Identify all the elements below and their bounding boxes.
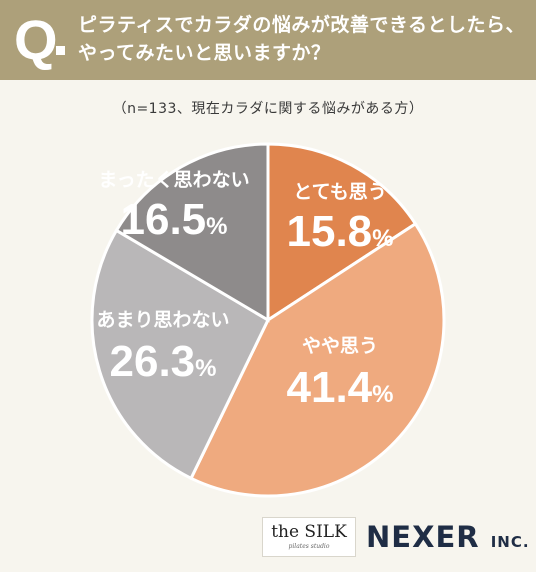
slice-value-3: 16.5% <box>121 195 228 244</box>
slice-value-2: 26.3% <box>110 337 217 386</box>
slice-value-0: 15.8% <box>287 207 394 256</box>
sample-note: （n=133、現在カラダに関する悩みがある方） <box>112 101 424 117</box>
slice-value-number-2: 26.3 <box>110 337 196 386</box>
the-silk-logo-name: the SILK <box>271 522 347 542</box>
question-line-2: やってみたいと思いますか？ <box>78 42 331 64</box>
slice-value-unit-3: % <box>206 213 227 240</box>
q-mark: Q <box>14 8 58 71</box>
slice-value-number-0: 15.8 <box>287 207 373 256</box>
slice-value-number-1: 41.4 <box>287 363 373 412</box>
slice-label-0: とても思う <box>293 181 386 203</box>
logos: the SILK pilates studio NEXER INC. <box>262 517 536 557</box>
nexer-logo-name: NEXER <box>366 520 480 554</box>
question-text: ピラティスでカラダの悩みが改善できるとしたら、 やってみたいと思いますか？ <box>78 11 528 67</box>
nexer-logo: NEXER INC. <box>366 519 530 560</box>
pie-slice-3 <box>114 142 270 323</box>
question-line-1: ピラティスでカラダの悩みが改善できるとしたら、 <box>78 14 525 36</box>
slice-label-2: あまり思わない <box>96 309 229 331</box>
question-header: Q ピラティスでカラダの悩みが改善できるとしたら、 やってみたいと思いますか？ <box>0 0 536 80</box>
slice-value-number-3: 16.5 <box>121 195 207 244</box>
slice-value-1: 41.4% <box>287 363 394 412</box>
the-silk-logo: the SILK pilates studio <box>262 517 356 557</box>
the-silk-logo-tagline: pilates studio <box>288 543 330 550</box>
pie-slice-0 <box>266 142 418 323</box>
slice-value-unit-0: % <box>372 225 393 252</box>
q-mark-dot <box>56 46 65 55</box>
nexer-logo-suffix: INC. <box>490 533 530 551</box>
slice-label-1: やや思う <box>302 335 378 357</box>
slice-label-3: まったく思わない <box>98 169 249 191</box>
pie-slice-2 <box>90 228 270 481</box>
pie-slice-1 <box>189 221 446 498</box>
slice-value-unit-2: % <box>195 355 216 382</box>
slice-value-unit-1: % <box>372 381 393 408</box>
